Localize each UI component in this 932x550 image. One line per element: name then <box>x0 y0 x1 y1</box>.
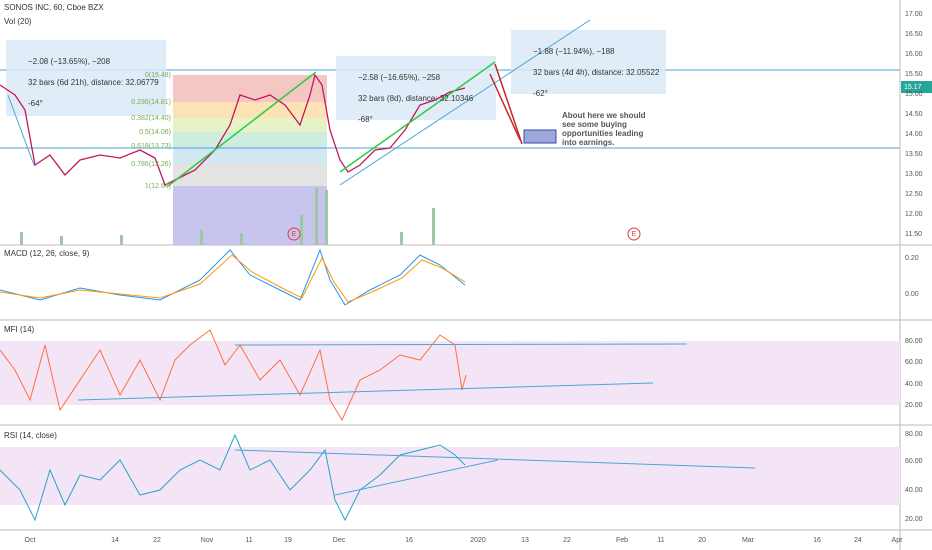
channel-lines <box>7 19 591 186</box>
note-text: About here we should <box>562 111 646 120</box>
pane-axis-label: 40.00 <box>905 381 923 388</box>
earnings-label: E <box>292 231 297 238</box>
fib-label: 0.786(13.26) <box>131 161 171 168</box>
time-label: Dec <box>333 537 346 544</box>
current-price-tag <box>901 81 932 93</box>
rsi-trendline <box>334 459 499 496</box>
fib-label: 0.236(14.81) <box>131 99 171 106</box>
pane-axis-label: 40.00 <box>905 487 923 494</box>
rsi-band <box>0 447 900 505</box>
earnings-label: E <box>632 231 637 238</box>
measure-change: −1.88 (−11.94%), −188 <box>533 47 615 56</box>
measure-box <box>6 40 166 116</box>
time-label: 20 <box>698 537 706 544</box>
rsi-line <box>0 433 466 522</box>
pane-axis-label: 60.00 <box>905 359 923 366</box>
time-label: 24 <box>854 537 862 544</box>
measure-box <box>336 56 496 120</box>
fib-label: 0.618(13.73) <box>131 143 171 150</box>
price-label: 11.50 <box>905 231 922 238</box>
measure-change: −2.58 (−16.65%), −258 <box>358 73 441 82</box>
time-label: Mar <box>742 537 755 544</box>
pane-axis-label: 20.00 <box>905 402 923 409</box>
measure-bars: 32 bars (4d 4h), distance: 32.05522 <box>533 68 660 77</box>
fib-label: 1(12.64) <box>145 183 171 190</box>
price-label: 16.00 <box>905 51 923 58</box>
rsi-trendline <box>234 449 756 469</box>
mfi-trendline <box>234 343 688 346</box>
measure-bars: 32 bars (8d), distance: 32.10346 <box>358 94 474 103</box>
time-label: Nov <box>201 537 214 544</box>
price-label: 17.00 <box>905 11 923 18</box>
pane-axis-label: 0.00 <box>905 291 919 298</box>
current-price: 15.17 <box>904 84 922 91</box>
pane-axis-label: 80.00 <box>905 338 923 345</box>
price-line <box>0 73 466 186</box>
price-label: 12.00 <box>905 211 923 218</box>
fib-label: 0(15.48) <box>145 72 171 79</box>
time-label: 16 <box>405 537 413 544</box>
trend-arrows <box>167 61 496 187</box>
pane-axis-label: 20.00 <box>905 516 923 523</box>
time-label: 2020 <box>470 537 486 544</box>
pane-axis-label: 60.00 <box>905 458 923 465</box>
time-label: Feb <box>616 537 628 544</box>
time-label: Oct <box>25 537 36 544</box>
price-label: 15.50 <box>905 71 923 78</box>
fib-label: 0.5(14.06) <box>139 129 171 136</box>
pane-axis-label: 0.20 <box>905 255 919 262</box>
measure-angle: -68° <box>358 115 373 124</box>
measure-box <box>511 30 666 94</box>
volume-bars <box>20 188 435 245</box>
fib-label: 0.382(14.40) <box>131 115 171 122</box>
price-label: 13.00 <box>905 171 923 178</box>
time-label: 11 <box>657 537 664 544</box>
earnings-markers <box>287 227 641 241</box>
measure-change: −2.08 (−13.65%), −208 <box>28 57 111 66</box>
note-text: see some buying <box>562 120 627 129</box>
symbol-title: SONOS INC, 60, Cboe BZX <box>4 3 104 12</box>
note-text: into earnings. <box>562 138 614 147</box>
mfi-band <box>0 341 900 405</box>
price-label: 16.50 <box>905 31 923 38</box>
pane-axis-label: 80.00 <box>905 431 923 438</box>
price-label: 14.00 <box>905 131 923 138</box>
time-label: 22 <box>153 537 161 544</box>
price-label: 13.50 <box>905 151 923 158</box>
measure-angle: -64° <box>28 99 43 108</box>
target-box <box>523 129 557 144</box>
fib-zones <box>173 75 327 245</box>
pane-title: RSI (14, close) <box>4 431 57 440</box>
pane-title: MFI (14) <box>4 325 35 334</box>
measure-bars: 32 bars (6d 21h), distance: 32.06779 <box>28 78 159 87</box>
price-label: 12.50 <box>905 191 923 198</box>
price-label: 15.00 <box>905 91 923 98</box>
down-arrows <box>489 63 523 145</box>
time-label: 19 <box>284 537 292 544</box>
note-text: opportunities leading <box>562 129 643 138</box>
time-label: Apr <box>892 537 904 544</box>
time-label: 13 <box>521 537 529 544</box>
price-label: 14.50 <box>905 111 923 118</box>
time-label: 22 <box>563 537 571 544</box>
signal-line <box>0 254 466 303</box>
time-label: 14 <box>111 537 119 544</box>
pane-title: MACD (12, 26, close, 9) <box>4 249 90 258</box>
time-label: 11 <box>245 537 252 544</box>
time-label: 16 <box>813 537 821 544</box>
mfi-trendline <box>77 382 654 401</box>
measure-angle: -62° <box>533 89 548 98</box>
volume-title: Vol (20) <box>4 17 32 26</box>
